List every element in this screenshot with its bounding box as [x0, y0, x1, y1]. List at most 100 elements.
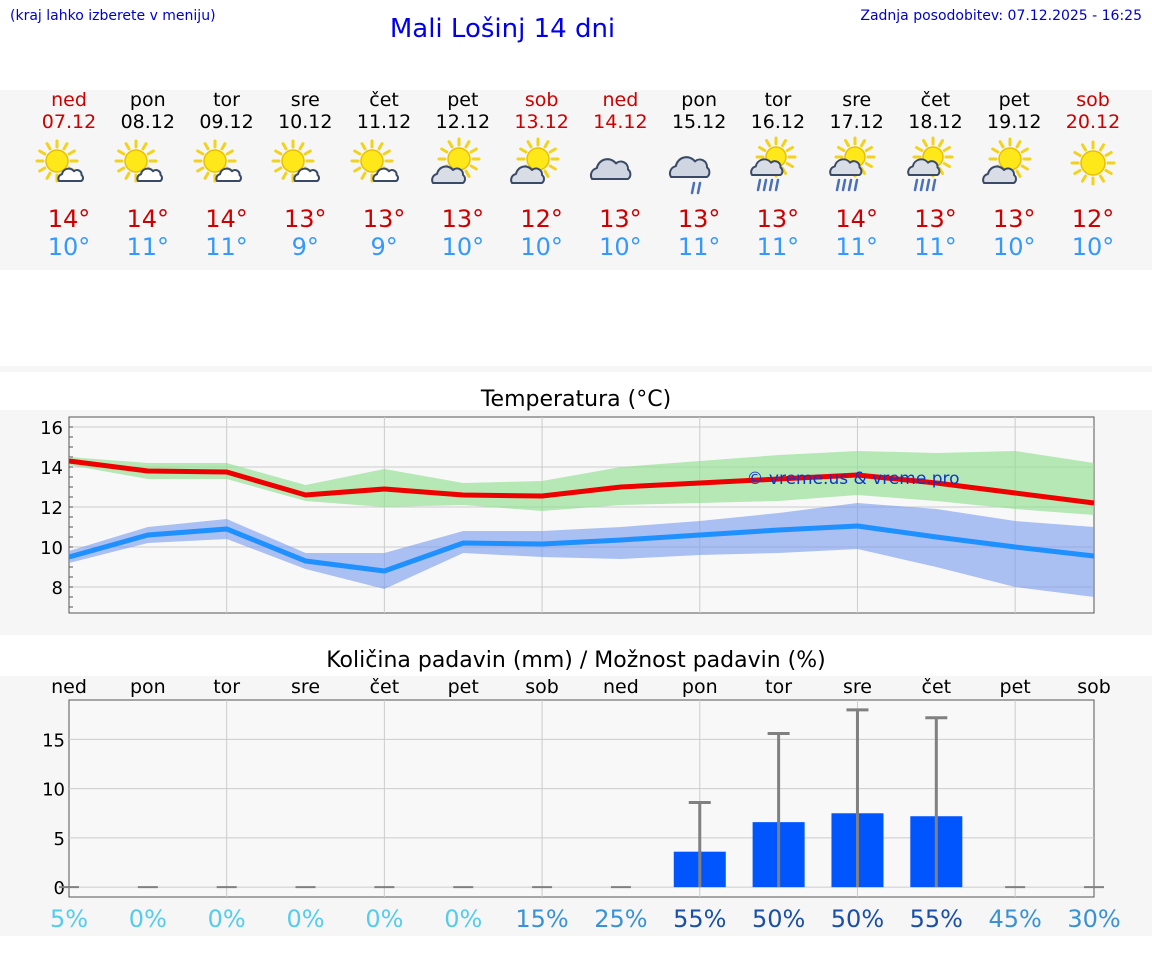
max-temp: 13°	[284, 205, 327, 233]
min-temp: 11°	[835, 233, 878, 261]
day-label: pet	[1000, 676, 1031, 698]
sun-icon	[1070, 140, 1116, 186]
cloud-sun-icon	[509, 137, 560, 184]
min-temp: 11°	[914, 233, 957, 261]
cloudy-icon	[590, 158, 632, 180]
max-temp: 13°	[992, 205, 1036, 233]
day-label: sob	[1077, 676, 1111, 698]
sun-rain-icon	[828, 136, 876, 192]
day-label: čet	[922, 676, 952, 698]
min-temp: 11°	[677, 233, 721, 261]
day-date: 16.12	[750, 111, 806, 133]
location-hint: (kraj lahko izberete v meniju)	[10, 8, 216, 24]
day-date: 14.12	[593, 111, 648, 133]
precip-probability: 55%	[910, 905, 963, 933]
day-date: 12.12	[435, 111, 491, 133]
day-label: tor	[765, 676, 792, 698]
day-column: čet 18.12 13° 11°	[895, 89, 975, 261]
precip-probability: 30%	[1067, 905, 1120, 933]
precip-probability: 50%	[831, 905, 884, 933]
cloud-sun-icon	[431, 137, 481, 184]
day-name: sre	[290, 89, 320, 111]
precip-probability: 0%	[208, 905, 246, 933]
day-name: sob	[1076, 89, 1110, 111]
day-name: čet	[920, 89, 951, 111]
max-temp: 13°	[914, 205, 957, 233]
day-name: tor	[764, 89, 792, 111]
max-temp: 13°	[677, 205, 721, 233]
day-label: ned	[51, 676, 87, 698]
day-column: čet 11.12 13° 9°	[344, 89, 424, 261]
max-temp-line	[68, 458, 1095, 506]
day-date: 20.12	[1065, 111, 1121, 133]
precip-probability: 0%	[129, 905, 167, 933]
weather-icon-wrap	[1053, 135, 1133, 205]
day-column: tor 09.12 14° 11°	[187, 89, 267, 261]
day-name: ned	[602, 89, 639, 111]
page-title: Mali Lošinj 14 dni	[389, 14, 616, 44]
weather-icon-wrap	[187, 135, 267, 205]
weather-icon-wrap	[974, 135, 1054, 205]
precipitation-chart: ned pon tor sre čet pet sob ned pon tor sre čet pet s…	[42, 676, 1121, 933]
sun-rain-icon	[750, 136, 797, 192]
max-temp: 14°	[835, 205, 878, 233]
max-temp-band	[69, 451, 1094, 515]
sun-cloud-icon	[114, 139, 163, 183]
min-temp: 11°	[205, 233, 248, 261]
min-temp: 9°	[370, 233, 398, 261]
day-name: tor	[213, 89, 240, 111]
weather-icon-wrap	[580, 135, 660, 205]
max-temp: 12°	[1071, 205, 1115, 233]
day-date: 09.12	[199, 111, 254, 133]
precip-probability: 45%	[988, 905, 1041, 933]
sun-cloud-icon	[350, 139, 400, 183]
day-column: sre 17.12 14° 11°	[817, 89, 897, 261]
forecast-strip	[0, 90, 1152, 270]
day-label: tor	[213, 676, 240, 698]
precip-probability: 5%	[50, 905, 88, 933]
y-tick-label: 8	[52, 578, 63, 599]
rain-cloud-icon	[669, 156, 711, 195]
weather-icon-wrap	[265, 135, 345, 205]
cloud-sun-icon	[509, 137, 560, 184]
day-column: ned 07.12 14° 10°	[29, 89, 109, 261]
min-temp: 11°	[756, 233, 800, 261]
day-label: ned	[603, 676, 639, 698]
weather-icon-wrap	[817, 135, 897, 205]
day-date: 11.12	[356, 111, 412, 133]
precip-probability: 15%	[515, 905, 568, 933]
rain-cloud-icon	[669, 156, 711, 195]
sun-cloud-icon	[271, 139, 321, 183]
sun-cloud-icon	[271, 139, 321, 183]
day-name: pon	[681, 89, 718, 111]
day-date: 10.12	[278, 111, 333, 133]
day-date: 07.12	[41, 111, 97, 133]
day-column: pon 08.12 14° 11°	[108, 89, 188, 261]
sun-rain-icon	[907, 136, 954, 192]
min-temp: 9°	[291, 233, 319, 261]
cloudy-icon	[590, 158, 632, 180]
y-tick-label: 15	[42, 730, 65, 751]
y-tick-label: 5	[54, 829, 65, 850]
last-update: Zadnja posodobitev: 07.12.2025 - 16:25	[860, 8, 1142, 24]
min-temp: 11°	[126, 233, 170, 261]
sun-cloud-icon	[35, 139, 84, 183]
day-label: čet	[370, 676, 400, 698]
max-temp: 14°	[126, 205, 170, 233]
sun-rain-icon	[907, 136, 954, 192]
day-name: pet	[998, 89, 1030, 111]
min-temp: 10°	[520, 233, 563, 261]
max-temp: 14°	[205, 205, 248, 233]
day-label: pon	[682, 676, 718, 698]
precip-probability: 0%	[444, 905, 482, 933]
day-date: 15.12	[671, 111, 727, 133]
min-temp: 10°	[1071, 233, 1115, 261]
weather-icon-wrap	[738, 135, 818, 205]
day-label: pon	[130, 676, 166, 698]
max-temp: 13°	[362, 205, 406, 233]
max-temp: 14°	[47, 205, 91, 233]
weather-icon-wrap	[895, 135, 975, 205]
day-label: sre	[843, 676, 872, 698]
sun-icon	[1070, 140, 1116, 186]
day-column: pet 12.12 13° 10°	[423, 89, 503, 261]
